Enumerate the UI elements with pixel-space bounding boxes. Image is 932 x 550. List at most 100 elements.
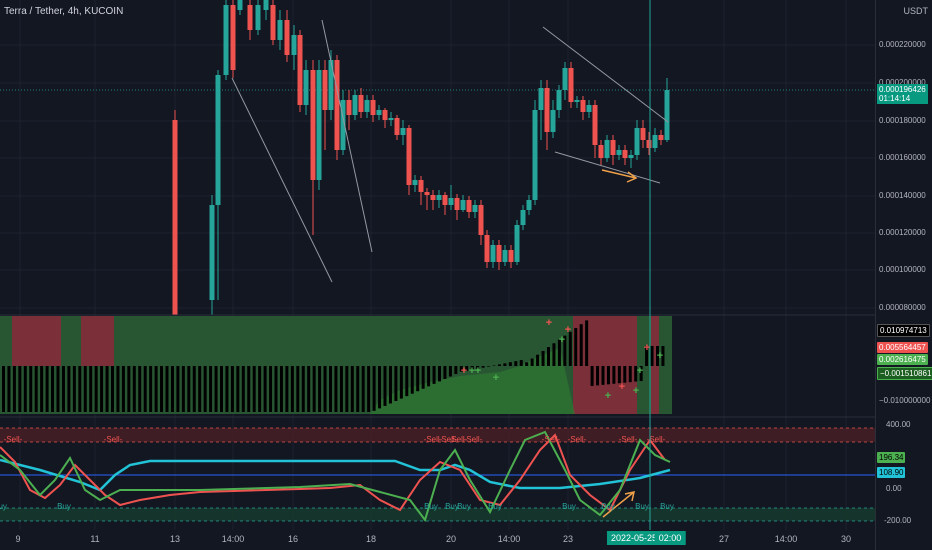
- histogram-bar: [138, 366, 142, 412]
- osc1-value: 0.005564457: [877, 342, 928, 353]
- histogram-bar: [236, 366, 240, 412]
- candle-body: [550, 110, 556, 132]
- candle: [610, 135, 616, 165]
- histogram-bar: [525, 362, 529, 366]
- histogram-bar: [345, 366, 349, 412]
- candle: [634, 120, 640, 160]
- histogram-bar: [7, 366, 11, 412]
- candle-body: [544, 88, 550, 132]
- price-tick: 0.000200000: [879, 78, 926, 87]
- candle-body: [448, 198, 454, 205]
- histogram-bar: [100, 366, 104, 412]
- histogram-bar: [541, 350, 545, 366]
- histogram-bar: [585, 320, 589, 366]
- candlesticks: [172, 0, 670, 315]
- candle: [418, 176, 424, 205]
- histogram-bar: [492, 365, 496, 366]
- candle-body: [237, 0, 243, 10]
- histogram-bar: [203, 366, 207, 412]
- histogram-bar: [536, 354, 540, 366]
- candle-body: [634, 128, 640, 155]
- candle-body: [340, 100, 346, 150]
- time-tick: 14:00: [774, 534, 798, 544]
- candle: [297, 30, 303, 112]
- candle: [303, 60, 309, 115]
- price-tick: 0.000180000: [879, 116, 926, 125]
- candle: [508, 245, 514, 268]
- candle-body: [478, 205, 484, 235]
- candle: [592, 100, 598, 158]
- candle: [598, 140, 604, 165]
- candle: [526, 195, 532, 215]
- histogram-bar: [165, 366, 169, 412]
- sell-signal-label: -Sell-: [4, 435, 23, 444]
- sell-signal-label: -Sell-: [424, 435, 443, 444]
- histogram-bar: [127, 366, 131, 412]
- last-price: 0.000196426: [879, 85, 926, 94]
- candle-body: [658, 135, 664, 140]
- histogram-bar: [427, 366, 431, 387]
- candle: [334, 55, 340, 160]
- histogram-bar: [481, 366, 485, 368]
- candle: [223, 0, 229, 80]
- histogram-bar: [470, 366, 474, 370]
- arrow-drawing[interactable]: [601, 169, 638, 183]
- time-tick: 14:00: [497, 534, 521, 544]
- price-axis[interactable]: USDT 0.000220000 0.000200000 0.000180000…: [875, 0, 932, 550]
- osc2-tick: 0.00: [886, 484, 902, 493]
- candle-body: [436, 195, 442, 200]
- candle-body: [382, 110, 388, 120]
- candle: [550, 100, 556, 138]
- candle: [616, 145, 622, 160]
- histogram-bar: [656, 346, 659, 366]
- histogram-bar: [601, 366, 605, 385]
- histogram-bar: [230, 366, 234, 412]
- candle: [556, 85, 562, 118]
- price-tick: 0.000120000: [879, 228, 926, 237]
- histogram-bar: [579, 324, 583, 366]
- histogram-bar: [645, 346, 649, 366]
- chart-canvas[interactable]: ++++ + ++++ ++++ -Sell- -Sell- -Sell--Sell--S…: [0, 0, 875, 550]
- candle-body: [297, 35, 303, 105]
- candle-body: [514, 225, 520, 262]
- sell-signal-label: -Sell-: [647, 435, 666, 444]
- histogram-bar: [12, 366, 16, 412]
- histogram-bar: [459, 366, 463, 372]
- osc2-arrow[interactable]: [602, 491, 635, 518]
- histogram-bar: [116, 366, 120, 412]
- symbol-title[interactable]: Terra / Tether, 4h, KUCOIN: [4, 6, 124, 17]
- candle-body: [291, 35, 297, 55]
- signal-cross-marker: +: [644, 342, 650, 354]
- histogram-bar: [181, 366, 185, 412]
- candle: [346, 90, 352, 130]
- time-tick: 9: [15, 534, 21, 544]
- histogram-bar: [220, 366, 223, 412]
- histogram-bar: [388, 366, 392, 404]
- candle: [496, 240, 502, 270]
- histogram-bar: [225, 366, 229, 412]
- candle-body: [568, 68, 574, 102]
- histogram-bar: [143, 366, 147, 412]
- buy-signal-label: Buy: [601, 502, 615, 511]
- signal-labels: -Sell- -Sell- -Sell--Sell--Sell--Sell- -Sel…: [0, 435, 674, 511]
- trendlines[interactable]: [231, 19, 669, 283]
- histogram-bar: [661, 346, 665, 366]
- histogram-bar: [209, 366, 213, 412]
- candle-body: [538, 88, 544, 110]
- candle: [370, 95, 376, 122]
- candle-body: [334, 60, 340, 150]
- histogram-bar: [154, 366, 158, 412]
- osc2-tick: -200.00: [884, 516, 912, 525]
- candle-body: [580, 100, 586, 112]
- candle-body: [556, 90, 562, 110]
- candle: [640, 120, 646, 148]
- candle: [586, 100, 592, 118]
- buy-signal-label: Buy: [424, 502, 438, 511]
- histogram-bar: [72, 366, 76, 412]
- candle-body: [247, 5, 253, 30]
- histogram-bar: [628, 366, 632, 383]
- histogram-bar: [214, 366, 218, 412]
- candle-body: [352, 95, 358, 115]
- price-tick: 0.000100000: [879, 265, 926, 274]
- candle: [514, 220, 520, 265]
